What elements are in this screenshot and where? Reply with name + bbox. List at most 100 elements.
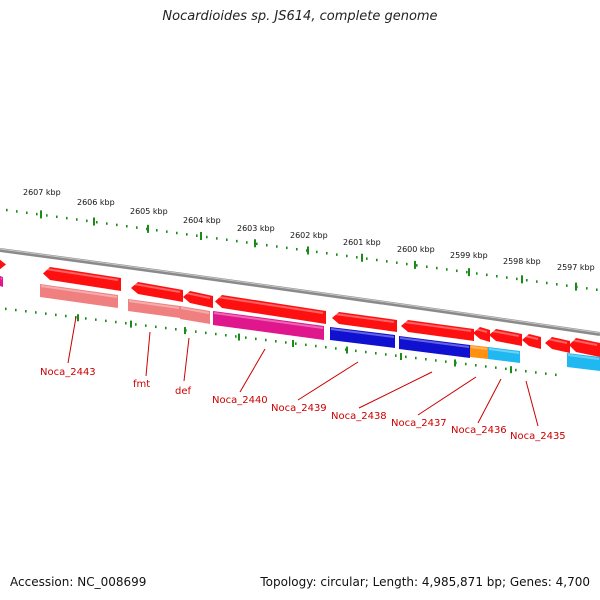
inner-minor-tick: [95, 318, 97, 321]
ruler-minor-tick: [336, 253, 338, 256]
inner-minor-tick: [375, 352, 377, 355]
inner-minor-tick: [35, 311, 37, 314]
gene-lower-fmt-sheen: [128, 300, 180, 309]
inner-minor-tick: [275, 340, 277, 343]
ruler-label: 2606 kbp: [77, 198, 115, 207]
ruler-minor-tick: [16, 210, 18, 213]
ruler-minor-tick: [176, 231, 178, 235]
ruler-minor-tick: [86, 219, 88, 223]
callout-line: [239, 348, 266, 393]
inner-minor-tick: [45, 312, 47, 315]
gene-upper-3-sheen: [185, 292, 211, 299]
ruler-minor-tick: [406, 262, 408, 266]
inner-minor-tick: [345, 348, 347, 351]
ruler-minor-tick: [146, 227, 148, 231]
gene-label: Noca_2443: [40, 367, 96, 378]
inner-major-tick: [184, 327, 186, 335]
ruler-minor-tick: [36, 212, 38, 216]
inner-minor-tick: [245, 336, 247, 339]
ruler-minor-tick: [166, 230, 168, 233]
ruler-major-tick: [147, 224, 149, 233]
ruler-minor-tick: [106, 222, 108, 225]
ruler-major-tick: [93, 217, 95, 226]
ruler-minor-tick: [596, 288, 598, 291]
ruler-label: 2601 kbp: [343, 238, 381, 247]
ruler-minor-tick: [56, 215, 58, 219]
gene-label: fmt: [133, 379, 150, 390]
inner-minor-tick: [55, 313, 57, 317]
ruler-minor-tick: [206, 235, 208, 239]
gene-lower-noca2439: [330, 327, 395, 348]
ruler-minor-tick: [476, 272, 478, 275]
gene-upper-2-sheen: [133, 283, 181, 293]
gene-upper-edge-left: [0, 258, 6, 270]
ruler-minor-tick: [286, 246, 288, 250]
inner-minor-tick: [295, 342, 297, 345]
inner-minor-tick: [545, 372, 547, 375]
inner-minor-tick: [365, 350, 367, 354]
ruler-minor-tick: [66, 216, 68, 220]
inner-major-tick: [77, 314, 79, 322]
ruler-minor-tick: [6, 208, 8, 212]
inner-minor-tick: [15, 308, 17, 312]
gene-label: def: [175, 386, 192, 397]
ruler-minor-tick: [426, 265, 428, 269]
ruler-major-tick: [468, 268, 470, 277]
gene-upper-9-sheen: [524, 335, 539, 340]
ruler-minor-tick: [536, 280, 538, 283]
ruler-minor-tick: [456, 269, 458, 273]
ruler-minor-tick: [586, 287, 588, 290]
ruler-minor-tick: [76, 218, 78, 221]
gene-lower-def: [180, 306, 210, 324]
ruler-ticks: [6, 208, 598, 291]
ruler-minor-tick: [526, 279, 528, 282]
gene-lower-edge-left-sheen: [0, 277, 3, 280]
inner-minor-tick: [165, 326, 167, 330]
ruler-major-tick: [200, 232, 202, 240]
ruler-major-tick: [521, 275, 523, 284]
ruler-minor-tick: [226, 238, 228, 242]
gene-lower-noca2443-sheen: [40, 285, 118, 298]
ruler-minor-tick: [266, 243, 268, 247]
ruler-minor-tick: [466, 270, 468, 274]
inner-minor-tick: [505, 367, 507, 371]
inner-minor-tick: [125, 322, 127, 325]
inner-minor-tick: [85, 317, 87, 320]
inner-minor-tick: [515, 368, 517, 372]
gene-label: Noca_2439: [271, 403, 327, 414]
ruler-major-tick: [361, 253, 363, 262]
inner-minor-tick: [315, 344, 317, 348]
ruler-minor-tick: [216, 237, 218, 240]
callout-line: [183, 337, 190, 382]
ruler-minor-tick: [416, 264, 418, 267]
inner-minor-tick: [155, 325, 157, 329]
ruler-minor-tick: [396, 261, 398, 264]
inner-minor-tick: [425, 358, 427, 361]
inner-minor-tick: [65, 314, 67, 318]
gene-upper-1-sheen: [45, 268, 119, 281]
inner-minor-tick: [145, 324, 147, 327]
gene-lower-noca2435: [567, 353, 600, 371]
gene-label: Noca_2440: [212, 395, 268, 406]
inner-minor-tick: [115, 320, 117, 324]
ruler-minor-tick: [346, 254, 348, 258]
callout-line: [145, 331, 151, 377]
ruler-major-tick: [307, 246, 309, 255]
gene-upper-2: [131, 282, 183, 302]
ruler-minor-tick: [436, 266, 438, 270]
gene-lower-fmt: [128, 299, 180, 318]
inner-minor-tick: [135, 323, 137, 326]
inner-minor-tick: [285, 341, 287, 344]
inner-minor-tick: [415, 356, 417, 360]
inner-minor-tick: [265, 338, 267, 342]
inner-minor-tick: [335, 347, 337, 350]
gene-upper-9: [522, 334, 541, 349]
ruler-label: 2597 kbp: [557, 263, 595, 272]
gene-lower-noca2436: [488, 347, 520, 363]
inner-minor-tick: [325, 346, 327, 349]
ruler-minor-tick: [386, 260, 388, 263]
gene-upper-4: [215, 295, 326, 324]
ruler-major-tick: [254, 239, 256, 248]
inner-minor-tick: [405, 355, 407, 359]
